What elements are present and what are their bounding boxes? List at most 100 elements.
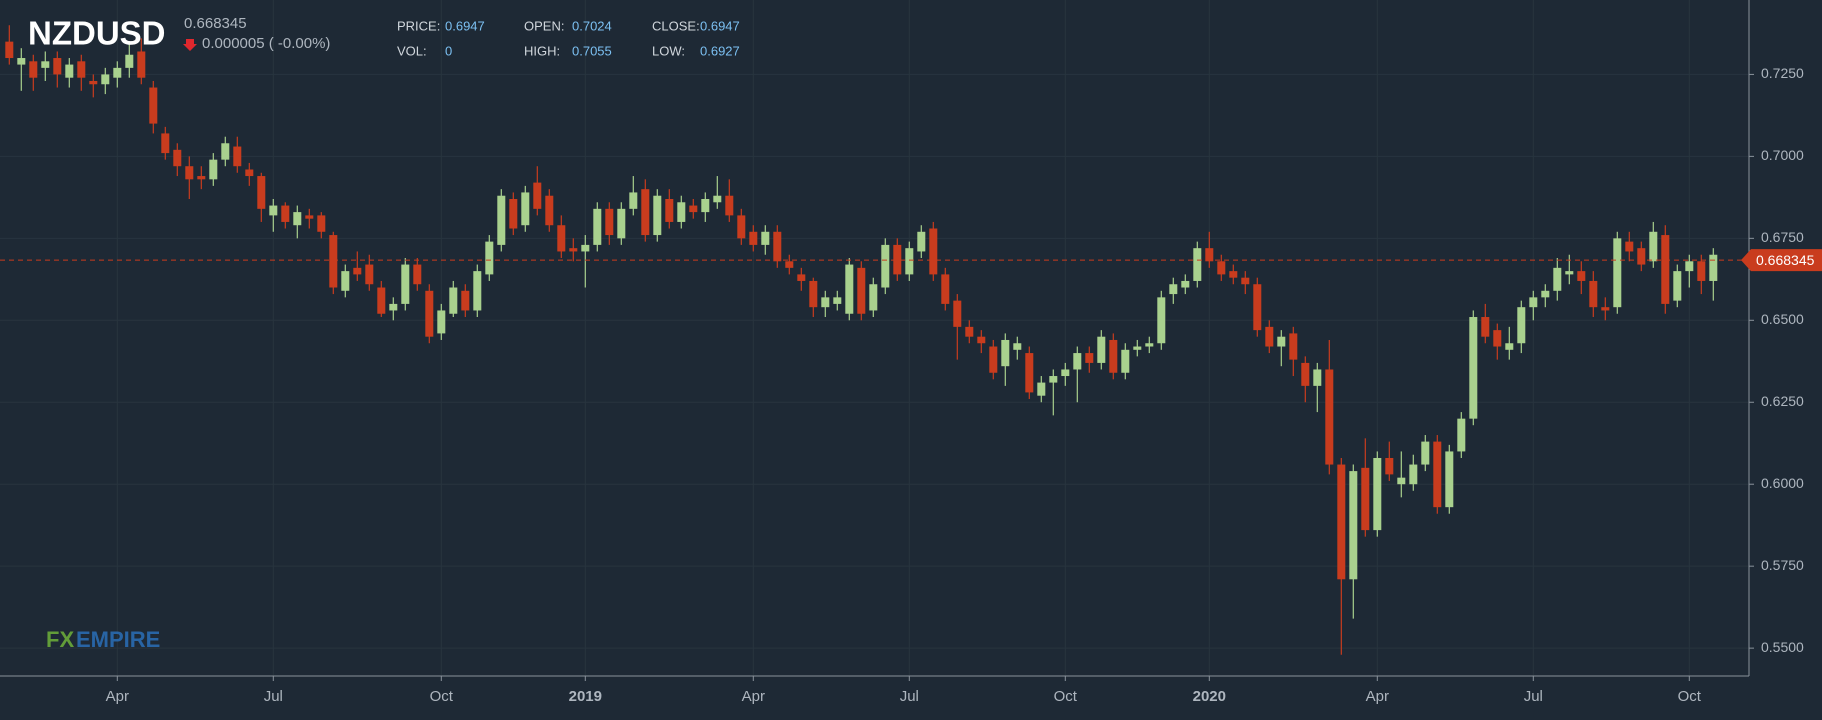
candle-body — [869, 284, 878, 311]
candle-body — [1469, 317, 1478, 419]
candle-body — [1457, 418, 1466, 452]
candle-body — [149, 87, 158, 124]
candle-body — [53, 58, 62, 75]
candle-body — [1565, 271, 1574, 275]
candle-body — [461, 290, 470, 311]
y-tick-label: 0.5750 — [1761, 557, 1804, 573]
info-label: PRICE: — [397, 18, 440, 33]
candle-body — [1637, 248, 1646, 265]
y-tick-label: 0.7000 — [1761, 147, 1804, 163]
candle-body — [521, 192, 530, 226]
info-label: OPEN: — [524, 18, 564, 33]
x-tick-label: Jul — [900, 688, 919, 705]
x-tick-label: 2019 — [569, 688, 602, 705]
x-tick-label: Apr — [106, 688, 129, 705]
watermark-fx: FX — [46, 627, 74, 652]
candle-body — [1313, 369, 1322, 386]
info-value: 0.7024 — [572, 18, 612, 33]
candle-body — [605, 208, 614, 236]
candle-body — [737, 215, 746, 239]
candle-body — [1409, 464, 1418, 485]
x-tick-label: 2020 — [1193, 688, 1226, 705]
candle-body — [857, 267, 866, 314]
candle-body — [353, 267, 362, 275]
candle-body — [689, 205, 698, 213]
candle-body — [1601, 307, 1610, 311]
candle-body — [749, 231, 758, 245]
candle-body — [173, 149, 182, 167]
candle-body — [389, 303, 398, 311]
candle-body — [1529, 297, 1538, 308]
candle-body — [101, 74, 110, 85]
info-value: 0 — [445, 43, 452, 58]
info-label: LOW: — [652, 43, 685, 58]
last-price-tag — [1741, 249, 1822, 272]
candle-body — [17, 58, 26, 65]
x-tick-label: Jul — [264, 688, 283, 705]
candle-body — [821, 297, 830, 308]
candle-body — [1277, 336, 1286, 347]
candle-body — [449, 287, 458, 314]
candle-body — [581, 244, 590, 252]
candle-body — [1097, 336, 1106, 363]
candle-body — [305, 215, 314, 219]
info-label: VOL: — [397, 43, 427, 58]
candle-body — [65, 64, 74, 78]
candle-body — [1445, 451, 1454, 508]
candle-body — [1013, 343, 1022, 350]
candle-body — [1181, 280, 1190, 288]
candle-body — [1217, 261, 1226, 275]
candle-body — [1241, 277, 1250, 285]
y-tick-label: 0.6500 — [1761, 311, 1804, 327]
candle-body — [473, 271, 482, 311]
candle-body — [1673, 271, 1682, 301]
candle-body — [1193, 248, 1202, 281]
candle-body — [653, 195, 662, 236]
candle-body — [317, 215, 326, 232]
candle-body — [1169, 284, 1178, 295]
candle-body — [797, 274, 806, 281]
candle-body — [293, 212, 302, 226]
last-price: 0.668345 — [184, 15, 247, 32]
candle-body — [425, 290, 434, 337]
candle-body — [1265, 326, 1274, 347]
x-tick-label: Oct — [1054, 688, 1078, 705]
candle-body — [329, 235, 338, 288]
candle-body — [1133, 346, 1142, 350]
y-tick-label: 0.6750 — [1761, 229, 1804, 245]
y-tick-label: 0.6250 — [1761, 393, 1804, 409]
candle-body — [1049, 376, 1058, 383]
x-tick-label: Apr — [1366, 688, 1389, 705]
x-tick-label: Oct — [1678, 688, 1702, 705]
candle-body — [941, 274, 950, 304]
candle-body — [497, 195, 506, 245]
candle-body — [1553, 267, 1562, 291]
candle-body — [113, 67, 122, 78]
candle-body — [257, 176, 266, 209]
candle-body — [845, 264, 854, 314]
candle-body — [545, 195, 554, 226]
candle-body — [1613, 238, 1622, 308]
candle-body — [1073, 353, 1082, 370]
candle-body — [977, 336, 986, 344]
down-arrow — [183, 39, 197, 51]
candle-body — [557, 225, 566, 252]
candle-body — [1145, 343, 1154, 347]
candle-body — [1661, 235, 1670, 304]
candle-body — [761, 231, 770, 245]
candle-body — [1709, 254, 1718, 281]
y-tick-label: 0.6000 — [1761, 475, 1804, 491]
candle-body — [269, 205, 278, 216]
candle-body — [725, 195, 734, 216]
candle-body — [809, 280, 818, 308]
candle-body — [1493, 330, 1502, 347]
candle-body — [989, 346, 998, 373]
watermark-empire: EMPIRE — [76, 627, 160, 652]
candle-body — [953, 300, 962, 327]
candle-body — [905, 248, 914, 275]
candle-body — [161, 133, 170, 154]
candles — [0, 25, 1749, 655]
